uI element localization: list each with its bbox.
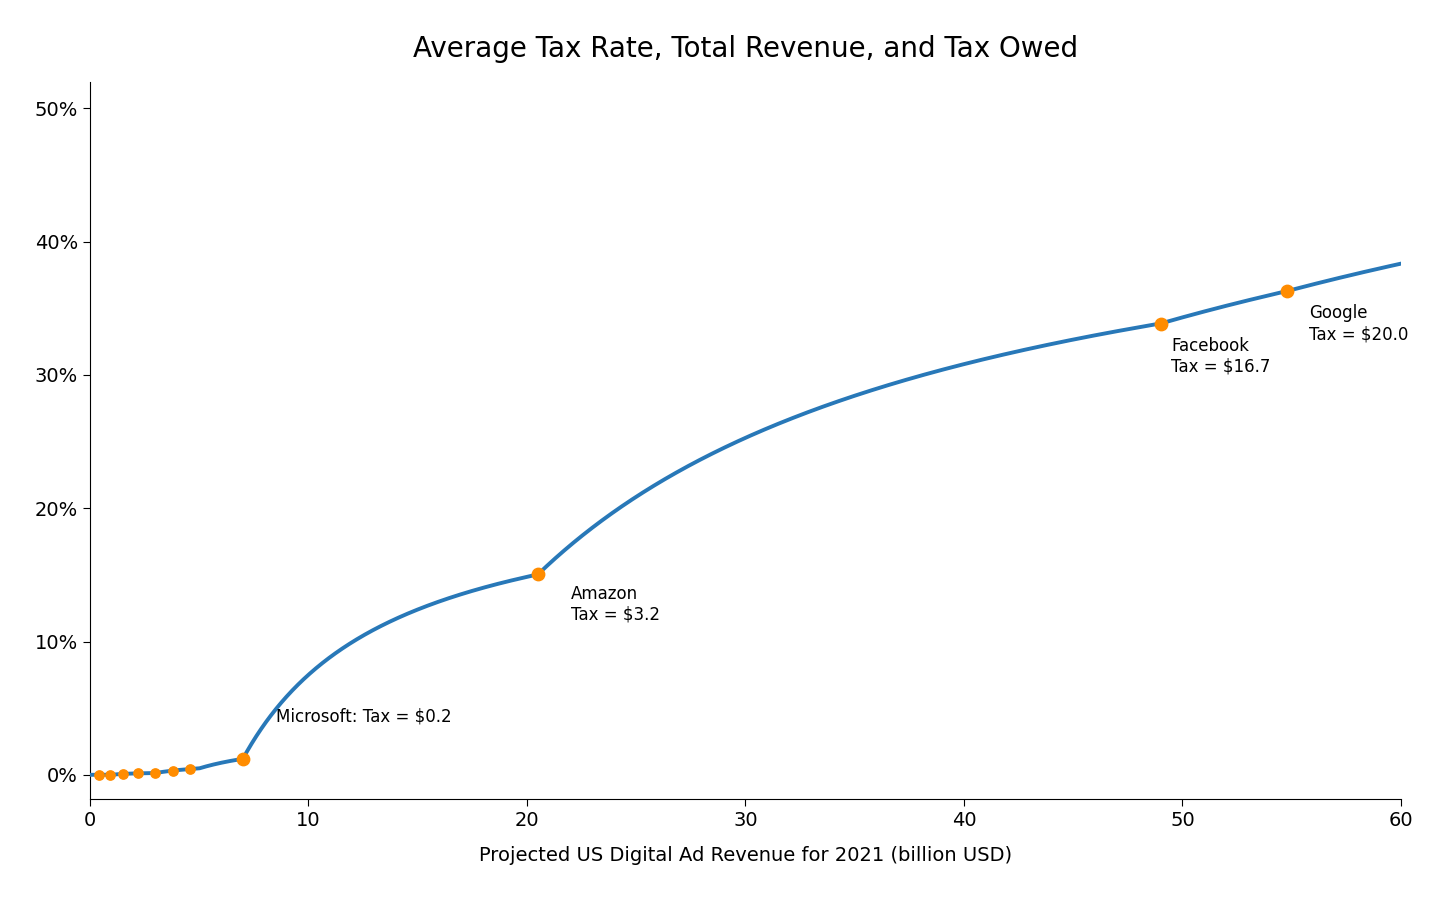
Point [127,766,150,780]
Point [111,767,134,781]
Point [179,761,202,776]
Point [87,768,111,782]
Text: Google
Tax = $20.0: Google Tax = $20.0 [1309,304,1408,343]
X-axis label: Projected US Digital Ad Revenue for 2021 (billion USD): Projected US Digital Ad Revenue for 2021… [479,846,1012,865]
Text: Microsoft: Tax = $0.2: Microsoft: Tax = $0.2 [275,707,451,725]
Text: Facebook
Tax = $16.7: Facebook Tax = $16.7 [1172,337,1271,375]
Point [144,766,167,780]
Point [162,763,185,778]
Point [1149,316,1172,330]
Title: Average Tax Rate, Total Revenue, and Tax Owed: Average Tax Rate, Total Revenue, and Tax… [414,35,1077,63]
Text: Amazon
Tax = $3.2: Amazon Tax = $3.2 [571,585,660,624]
Point [232,752,255,766]
Point [98,768,121,782]
Point [1275,284,1299,298]
Point [526,567,549,581]
